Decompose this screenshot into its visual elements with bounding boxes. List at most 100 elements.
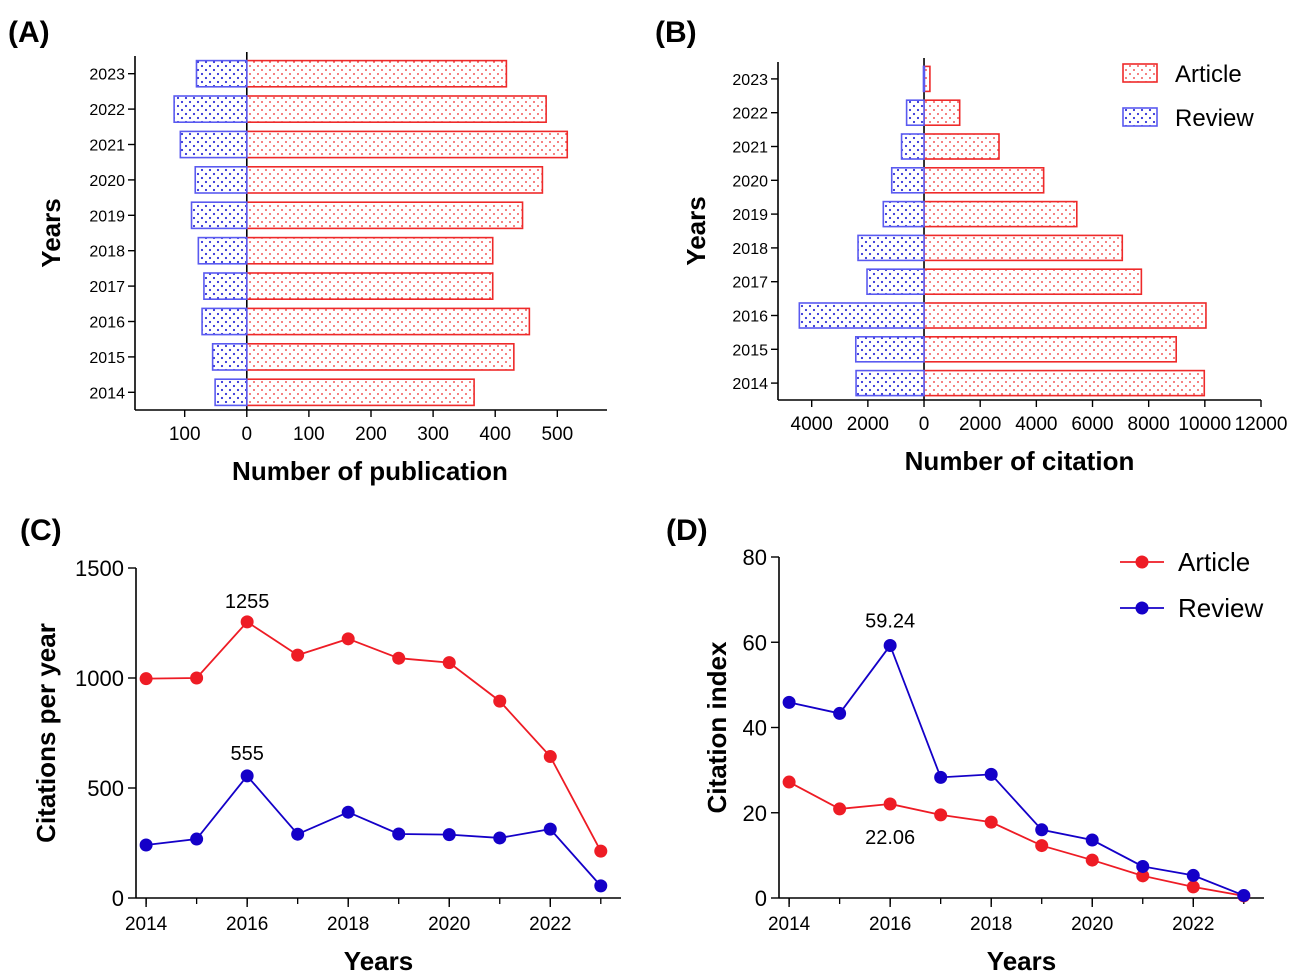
legend-swatch-review	[1122, 107, 1158, 127]
x-tick-label: 6000	[1071, 414, 1113, 435]
x-tick-label: 2016	[869, 914, 911, 935]
x-axis-title: Years	[987, 946, 1056, 975]
bar-review-2016	[798, 302, 925, 329]
x-tick-label: 2014	[768, 914, 811, 935]
series-line-review	[788, 643, 1245, 897]
x-tick-label: 0	[242, 424, 253, 445]
y-tick-label: 2023	[89, 67, 125, 84]
point-article-2021	[493, 694, 507, 708]
annotation-label: 555	[230, 743, 263, 765]
y-tick-label: 2020	[732, 173, 768, 190]
legend-label-review: Review	[1175, 105, 1254, 132]
x-tick-label: 2000	[959, 414, 1001, 435]
y-tick-label: 2019	[89, 208, 125, 225]
panel-label: (C)	[20, 514, 62, 547]
bar-review-2014	[855, 369, 925, 397]
point-article-2021	[1136, 869, 1150, 883]
bar-article-2022	[923, 99, 961, 127]
bar-review-2023	[195, 59, 248, 88]
bar-review-2018	[197, 236, 248, 265]
bar-review-2017	[866, 268, 925, 296]
panel-c: (C) 0 500 1000 1500 2014 2016 2018 2020 2022 1255 5…	[20, 514, 621, 975]
point-review-2019	[1035, 823, 1049, 837]
bar-review-2020	[194, 166, 248, 194]
x-tick-label: 2018	[327, 914, 369, 935]
point-review-2022	[543, 822, 557, 836]
x-tick-label: 0	[919, 414, 930, 435]
point-review-2020	[442, 828, 456, 842]
y-tick-label: 2023	[732, 72, 768, 89]
bar-article-2019	[245, 201, 524, 230]
point-article-2014	[782, 775, 796, 789]
y-axis-title: Citations per year	[31, 623, 61, 843]
y-tick-label: 2016	[732, 309, 768, 326]
point-article-2023	[594, 844, 608, 858]
bar-review-2019	[190, 201, 248, 230]
bar-review-2019	[882, 200, 925, 228]
y-tick-label: 2018	[732, 241, 768, 258]
bar-article-2015	[245, 343, 515, 371]
point-review-2023	[594, 879, 608, 893]
panel-label: (B)	[655, 16, 697, 49]
x-tick-label: 2022	[1172, 914, 1214, 935]
point-article-2016	[883, 797, 897, 811]
point-review-2018	[984, 767, 998, 781]
series-line-review	[145, 774, 602, 887]
bar-article-2018	[923, 234, 1124, 262]
x-tick-label: 2000	[847, 414, 889, 435]
point-article-2018	[341, 632, 355, 646]
x-tick-label: 2018	[970, 914, 1012, 935]
bar-review-2020	[890, 166, 925, 194]
y-tick-label: 2017	[732, 275, 768, 292]
panel-label: (A)	[8, 16, 50, 49]
bar-review-2022	[173, 95, 248, 123]
y-tick-label: 2014	[89, 385, 125, 402]
y-tick-label: 60	[743, 630, 767, 655]
point-review-2016	[883, 638, 897, 652]
bar-article-2022	[245, 95, 547, 123]
point-article-2017	[934, 808, 948, 822]
bar-article-2017	[923, 268, 1143, 296]
y-tick-label: 2022	[732, 106, 768, 123]
point-article-2017	[291, 648, 305, 662]
y-tick-label: 2015	[89, 350, 125, 367]
bar-article-2017	[245, 272, 494, 300]
point-review-2014	[782, 695, 796, 709]
bar-review-2021	[900, 133, 925, 160]
bar-review-2022	[905, 99, 925, 127]
point-article-2022	[543, 750, 557, 764]
point-article-2020	[1085, 853, 1099, 867]
x-tick-label: 2016	[226, 914, 268, 935]
point-review-2021	[493, 831, 507, 845]
bar-review-2018	[857, 234, 925, 262]
point-article-2015	[833, 802, 847, 816]
legend-label-article: Article	[1178, 547, 1250, 577]
legend-swatch-article	[1122, 63, 1158, 83]
bar-article-2021	[923, 133, 1000, 160]
point-review-2016	[240, 769, 254, 783]
annotation-label: 59.24	[865, 610, 915, 632]
panel-b: (B) 2014 2015 2016 2017 2018 2019 2020 2021 2022 2…	[655, 16, 1287, 476]
bar-article-2014	[923, 369, 1206, 397]
bar-article-2016	[923, 302, 1207, 329]
x-tick-label: 2022	[529, 914, 571, 935]
point-review-2017	[934, 770, 948, 784]
point-article-2019	[1035, 839, 1049, 853]
bar-article-2020	[923, 166, 1045, 194]
legend-label-article: Article	[1175, 61, 1242, 88]
y-tick-label: 2020	[89, 173, 125, 190]
y-tick-label: 1000	[75, 666, 124, 691]
bar-review-2017	[203, 272, 248, 300]
y-tick-label: 2018	[89, 244, 125, 261]
y-tick-label: 2014	[732, 376, 768, 393]
legend-label-review: Review	[1178, 593, 1263, 623]
x-tick-label: 4000	[1015, 414, 1057, 435]
bar-article-2014	[245, 378, 475, 407]
point-article-2019	[392, 651, 406, 665]
bar-review-2016	[201, 307, 248, 336]
x-tick-label: 400	[479, 424, 511, 445]
point-review-2015	[190, 832, 204, 846]
y-axis-title: Years	[36, 198, 66, 267]
y-tick-label: 0	[112, 886, 124, 911]
x-axis-title: Years	[344, 946, 413, 975]
